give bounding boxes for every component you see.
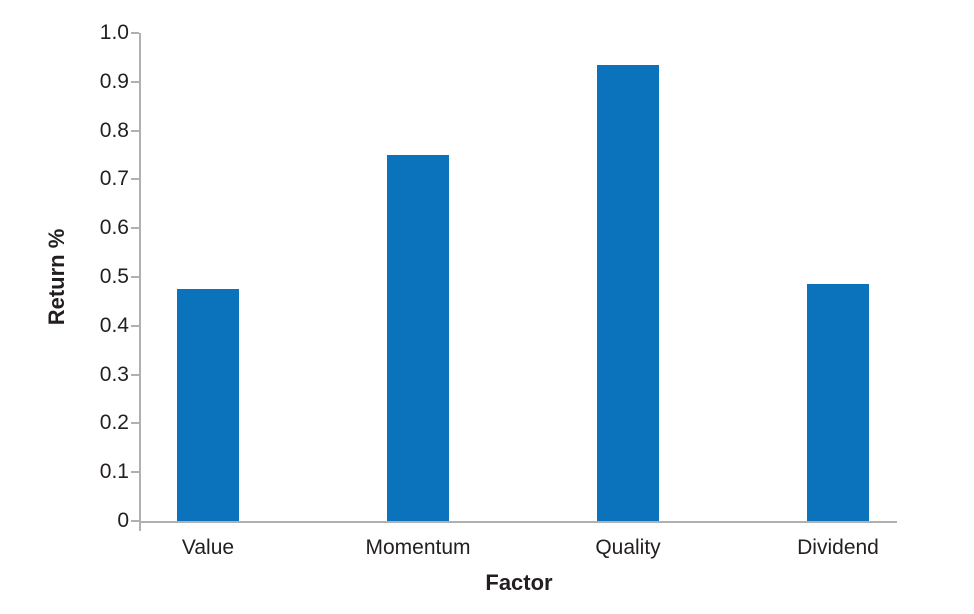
y-tick-mark-0.9 xyxy=(131,80,139,83)
x-tick-label-momentum: Momentum xyxy=(365,536,471,559)
y-tick-mark-0.8 xyxy=(131,129,139,132)
y-tick-mark-0.2 xyxy=(131,422,139,425)
y-tick-label-0.7: 0.7 xyxy=(99,167,129,191)
y-tick-label-0: 0 xyxy=(117,509,129,532)
y-tick-mark-0.5 xyxy=(131,276,139,278)
y-tick-label-0.9: 0.9 xyxy=(99,69,129,93)
x-tick-label-value: Value xyxy=(181,536,235,559)
y-axis-title: Return % xyxy=(44,228,69,326)
y-tick-mark-0.6 xyxy=(131,227,139,230)
x-tick-label-quality: Quality xyxy=(595,536,661,559)
y-tick-mark-0.1 xyxy=(131,471,139,474)
y-tick-mark-1.0 xyxy=(131,32,139,34)
bar-dividend xyxy=(807,284,869,521)
x-axis-line xyxy=(139,521,897,523)
bar-value xyxy=(177,289,239,521)
y-tick-label-0.5: 0.5 xyxy=(99,265,129,288)
x-axis-title: Factor xyxy=(485,570,553,595)
bar-quality xyxy=(597,64,659,521)
y-tick-label-0.1: 0.1 xyxy=(99,460,129,484)
y-tick-mark-0.3 xyxy=(131,373,139,376)
x-tick-label-dividend: Dividend xyxy=(797,536,879,559)
bar-momentum xyxy=(387,155,449,521)
y-tick-label-0.2: 0.2 xyxy=(99,411,129,435)
y-tick-mark-0 xyxy=(131,520,139,522)
y-tick-label-0.8: 0.8 xyxy=(99,118,129,142)
y-tick-label-0.6: 0.6 xyxy=(99,216,129,240)
plot-area: 0 0.1 0.2 0.3 0.4 0.5 0.6 0.7 0.8 0.9 1.0 Value Mom… xyxy=(100,21,897,559)
y-tick-label-1.0: 1.0 xyxy=(99,21,129,44)
y-tick-mark-0.4 xyxy=(131,324,139,327)
y-tick-label-0.4: 0.4 xyxy=(99,313,129,337)
y-tick-label-0.3: 0.3 xyxy=(99,362,129,386)
y-tick-mark-0.7 xyxy=(131,178,139,181)
y-axis-line xyxy=(139,33,141,531)
